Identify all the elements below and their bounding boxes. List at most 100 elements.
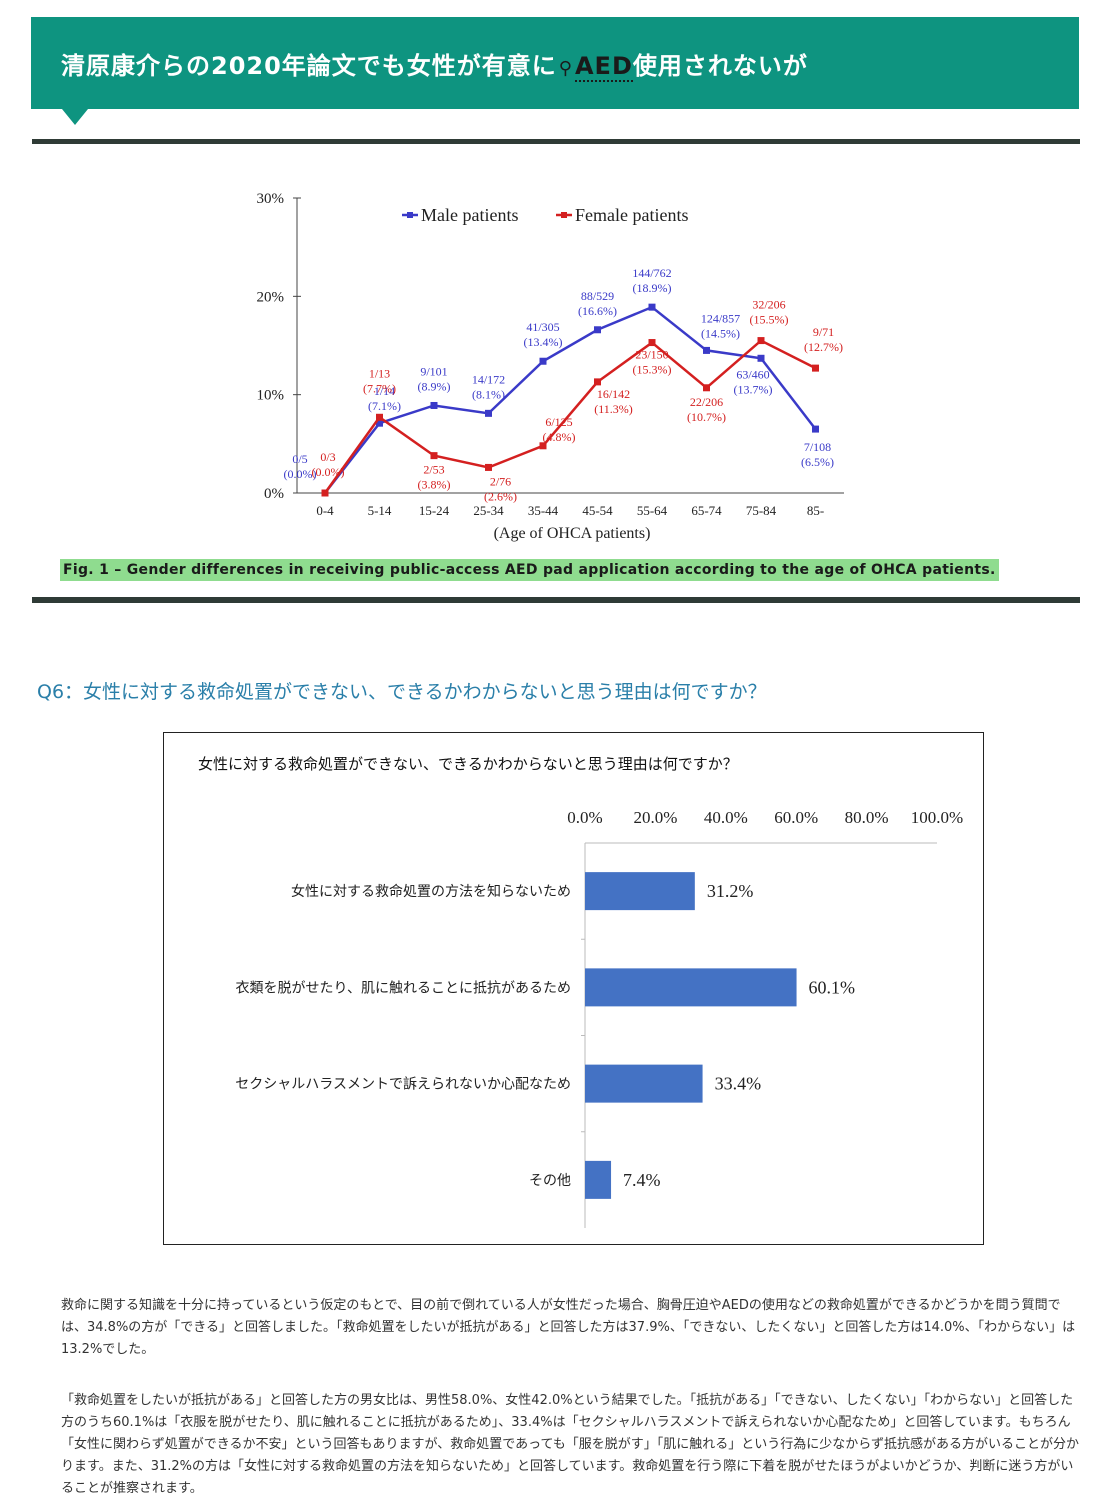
data-label-count: 23/150 [635,348,668,362]
data-label-percent: (14.5%) [701,326,740,340]
section-title-text-after: 使用されないが [632,52,808,80]
data-label-percent: (12.7%) [804,340,843,354]
data-label-count: 63/460 [736,367,769,381]
data-label-count: 9/71 [813,325,834,339]
x-tick-label: 75-84 [746,503,777,518]
data-label-count: 2/53 [423,463,444,477]
y-tick-label: 30% [257,191,285,207]
data-label-count: 1/13 [369,366,390,380]
data-label-percent: (8.1%) [472,387,505,401]
data-point [539,442,547,450]
category-label: 衣類を脱がせたり、肌に触れることに抵抗があるため [236,980,571,996]
search-icon[interactable]: ⚲ [558,58,573,79]
section-header-banner: 清原康介らの2020年論文でも女性が有意に ⚲AED使用されないが [31,17,1079,109]
data-point [703,384,710,392]
data-label-percent: (13.4%) [524,335,563,349]
data-label-count: 16/142 [597,387,630,401]
bar-value-label: 60.1% [809,977,856,997]
data-point [812,425,819,433]
x-tick-label: 100.0% [911,808,963,827]
legend-entry: Male patients [421,205,518,225]
body-paragraph-1: 救命に関する知識を十分に持っているという仮定のもとで、目の前で倒れている人が女性… [61,1298,1076,1357]
x-tick-label: 0.0% [567,808,602,827]
bar [585,1064,703,1103]
category-label: セクシャルハラスメントで訴えられないか心配なため [235,1077,571,1093]
x-tick-label: 65-74 [691,503,722,518]
data-label-count: 0/3 [320,450,335,464]
data-label-percent: (0.0%) [312,465,345,479]
data-point [703,346,710,354]
bar [585,872,695,911]
data-point [594,378,601,386]
data-point [376,419,383,427]
section-title-text-before: 清原康介らの2020年論文でも女性が有意に [61,52,557,80]
line-chart: 0% 10% 20% 30% 0-4 5-14 15-24 25-34 35-44 45-54 55… [257,191,844,542]
question-heading: Q6：女性に対する救命処置ができない、できるかわからないと思う理由は何ですか？ [37,681,767,703]
data-point [757,354,765,362]
y-tick-label: 0% [264,486,284,502]
data-label-percent: (6.5%) [801,455,834,469]
data-label-count: 41/305 [526,320,559,334]
x-tick-label: 60.0% [774,808,818,827]
data-label-count: 9/101 [420,364,447,378]
data-label-percent: (13.7%) [734,382,773,396]
data-label-count: 1/14 [374,384,395,398]
legend-swatch-marker [407,212,413,218]
aed-keyword-link[interactable]: AED [574,52,633,82]
data-label-percent: (7.7%) [363,381,396,395]
body-paragraph-2: 「救命処置をしたいが抵抗がある」と回答した方の男女比は、男性58.0%、女性42… [61,1393,1080,1496]
x-tick-label: 35-44 [528,503,559,518]
banner-pointer [62,109,88,125]
data-label-percent: (11.3%) [594,402,633,416]
data-label-count: 6/125 [545,415,572,429]
bar-chart-title: 女性に対する救命処置ができない、できるかわからないと思う理由は何ですか？ [198,755,738,773]
data-label-percent: (18.9%) [633,281,672,295]
category-label: 女性に対する救命処置の方法を知らないため [291,883,571,900]
bar-chart-frame: 女性に対する救命処置ができない、できるかわからないと思う理由は何ですか？ 0.0… [163,732,984,1245]
data-label-count: 7/108 [804,440,831,454]
series-line-female [323,339,817,494]
x-axis-label: (Age of OHCA patients) [494,525,651,542]
data-label-count: 0/5 [292,452,307,466]
data-label-percent: (8.9%) [418,379,451,393]
bar-chart: 0.0% 20.0% 40.0% 60.0% 80.0% 100.0% 女性に対する救命処置… [235,808,963,1228]
data-point [485,409,492,417]
data-label-percent: (15.3%) [633,363,672,377]
data-label-percent: (3.8%) [418,478,451,492]
section-title: 清原康介らの2020年論文でも女性が有意に ⚲AED使用されないが [61,46,808,82]
data-label-count: 88/529 [581,289,614,303]
bar-value-label: 33.4% [715,1074,762,1094]
data-label-count: 14/172 [472,372,505,386]
figure-image [32,139,1080,603]
data-label-count: 2/76 [490,474,511,488]
data-label-count: 32/206 [752,298,785,312]
data-label-percent: (7.1%) [368,399,401,413]
x-tick-label: 25-34 [473,503,504,518]
figure-bottom-rule [32,597,1080,603]
figure-caption: Fig. 1 – Gender differences in receiving… [60,559,999,581]
data-point [648,339,656,347]
data-point [430,401,438,409]
data-label-percent: (2.6%) [484,489,517,503]
series-line-male [324,305,817,494]
x-tick-label: 15-24 [419,503,450,518]
data-point [648,303,656,311]
bar-value-label: 31.2% [707,881,754,901]
data-label-count: 124/857 [701,311,740,325]
bar-value-label: 7.4% [623,1170,661,1190]
legend-entry: Female patients [575,205,688,225]
data-point [539,357,547,365]
category-label: その他 [529,1173,571,1189]
data-label-percent: (16.6%) [578,304,617,318]
x-tick-label: 45-54 [582,503,613,518]
x-tick-label: 55-64 [637,503,668,518]
x-tick-label: 40.0% [704,808,748,827]
data-label-count: 22/206 [690,395,723,409]
data-label-percent: (10.7%) [687,410,726,424]
data-point [321,489,329,497]
data-point [430,452,438,460]
y-tick-label: 20% [257,289,285,305]
x-tick-label: 80.0% [845,808,889,827]
data-label-count: 144/762 [632,266,671,280]
data-label-percent: (4.8%) [543,430,576,444]
